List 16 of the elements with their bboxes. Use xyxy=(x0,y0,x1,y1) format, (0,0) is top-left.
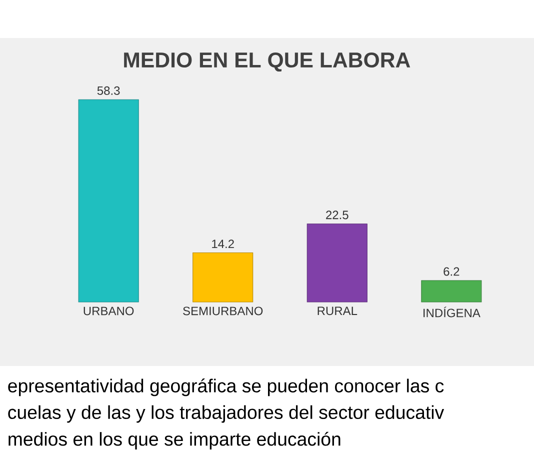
bar xyxy=(192,252,254,302)
data-label: 58.3 xyxy=(97,86,120,95)
data-label: 6.2 xyxy=(444,267,460,276)
text: epresentatividad geográfica se pueden conocer las c xyxy=(8,378,444,396)
x-tick-label: RURAL xyxy=(318,306,358,316)
bar xyxy=(78,99,139,302)
text: medios en los que se imparte educación xyxy=(8,432,340,450)
data-label: 22.5 xyxy=(326,210,348,220)
x-tick-label: SEMIURBANO xyxy=(183,306,263,316)
bar xyxy=(306,224,368,302)
bar xyxy=(421,280,482,302)
x-tick-label: URBANO xyxy=(84,306,134,316)
chart-title: MEDIO EN EL QUE LABORA xyxy=(124,52,410,72)
x-tick-label: INDÍGENA xyxy=(424,306,480,318)
text: cuelas y de las y los trabajadores del sector educativ xyxy=(8,405,444,423)
data-label: 14.2 xyxy=(212,240,234,248)
